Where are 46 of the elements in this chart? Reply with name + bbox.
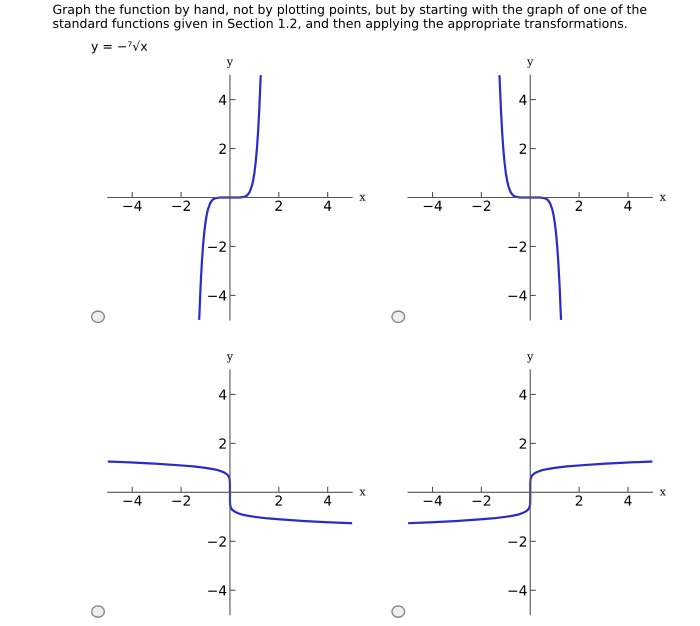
y-axis-title: y [527, 354, 534, 363]
y-tick-label: −2 [208, 536, 226, 547]
x-tick-label: 2 [576, 495, 582, 506]
x-tick-label: 4 [324, 496, 332, 506]
x-tick-label: 4 [324, 200, 332, 211]
x-axis-title: x [360, 194, 366, 201]
y-tick-label: −4 [508, 585, 527, 596]
y-tick-label: 2 [520, 438, 526, 449]
chart-subtitle: y = −⁷√x [91, 40, 148, 54]
y-tick-label: 4 [519, 390, 527, 400]
y-tick-label: −4 [208, 290, 226, 301]
y-tick-label: −2 [508, 241, 526, 252]
y-tick-label: −2 [508, 536, 526, 547]
y-tick-label: −4 [208, 585, 226, 596]
y-tick-label: −4 [508, 290, 527, 301]
y-tick-label: 4 [519, 94, 527, 105]
x-tick-label: −2 [472, 200, 490, 211]
line-series [498, 75, 562, 320]
y-axis-title: y [527, 60, 534, 68]
line-series [408, 460, 652, 524]
x-tick-label: 4 [624, 496, 632, 506]
y-axis-title: y [226, 60, 234, 68]
line-series [198, 75, 262, 320]
x-tick-label: 2 [576, 200, 582, 211]
x-tick-label: −4 [424, 200, 442, 211]
y-tick-label: 2 [219, 144, 226, 154]
x-tick-label: −2 [172, 495, 190, 506]
y-tick-label: 2 [219, 438, 226, 449]
line-series [108, 460, 352, 524]
x-tick-label: −4 [424, 496, 442, 506]
x-axis-title: x [660, 194, 666, 201]
y-tick-label: −2 [208, 241, 226, 252]
x-tick-label: −4 [123, 200, 142, 211]
x-tick-label: −4 [123, 496, 142, 506]
x-tick-label: −2 [472, 495, 490, 506]
x-tick-label: 2 [275, 495, 282, 506]
x-axis-title: x [660, 490, 666, 496]
x-tick-label: 2 [275, 200, 282, 211]
chart-title: Graph the function by hand, not by plotting points, but by starting with the graph of one of the standard functions given in Section 1.2, and then applying the appropriate transformations. [53, 4, 646, 30]
x-axis-title: x [360, 490, 366, 496]
x-tick-label: −2 [172, 200, 190, 211]
x-tick-label: 4 [624, 200, 632, 211]
y-tick-label: 4 [219, 390, 226, 400]
y-axis-title: y [226, 354, 234, 363]
y-tick-label: 4 [219, 94, 226, 105]
y-tick-label: 2 [520, 144, 526, 154]
